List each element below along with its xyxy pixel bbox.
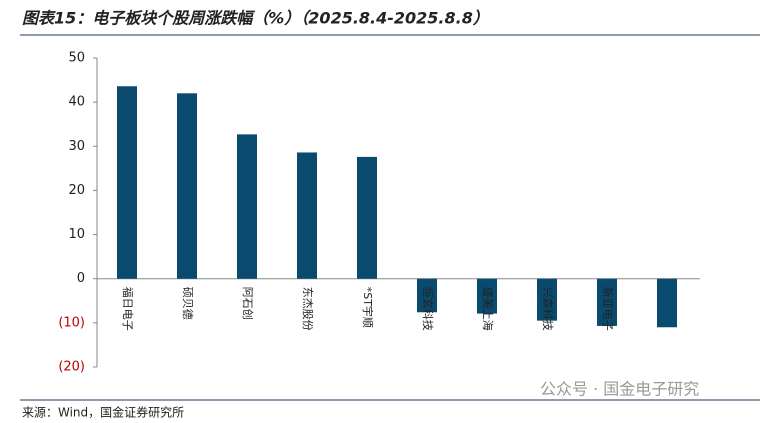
- y-tick-label: (20): [58, 360, 85, 375]
- x-tick-label: 恒玄科技: [421, 287, 435, 331]
- y-tick-label: 20: [68, 183, 85, 198]
- bar: [417, 278, 437, 313]
- x-tick-label: 新亚电子: [601, 287, 615, 331]
- x-tick-label: 东杰股份: [301, 287, 314, 331]
- watermark: 公众号 · 国金电子研究: [540, 380, 699, 399]
- bar: [357, 156, 377, 279]
- y-tick-label: 10: [68, 227, 85, 242]
- bar: [597, 278, 617, 326]
- bar: [297, 152, 317, 279]
- x-tick-label: 硕贝德: [181, 287, 195, 320]
- bar: [477, 278, 497, 314]
- bar: [537, 278, 557, 321]
- x-tick-label: 兴森科技: [541, 287, 555, 331]
- chart-title: 图表15：电子板块个股周涨跌幅（%）（2025.8.4-2025.8.8）: [22, 9, 489, 28]
- y-tick-label: 30: [68, 139, 85, 154]
- x-tick-label: 盛美上海: [481, 287, 495, 331]
- y-tick-label: (10): [58, 315, 85, 330]
- x-tick-label: *ST宇顺: [361, 287, 374, 328]
- y-tick-label: 40: [68, 95, 85, 110]
- y-tick-label: 0: [77, 271, 85, 286]
- bar: [177, 93, 197, 279]
- y-tick-label: 50: [68, 51, 85, 66]
- source-note: 来源：Wind，国金证券研究所: [22, 405, 184, 420]
- bar: [657, 278, 677, 328]
- x-tick-label: 阿石创: [241, 287, 254, 320]
- bar: [237, 134, 257, 279]
- bar: [117, 86, 137, 279]
- x-tick-label: 福日电子: [121, 287, 135, 331]
